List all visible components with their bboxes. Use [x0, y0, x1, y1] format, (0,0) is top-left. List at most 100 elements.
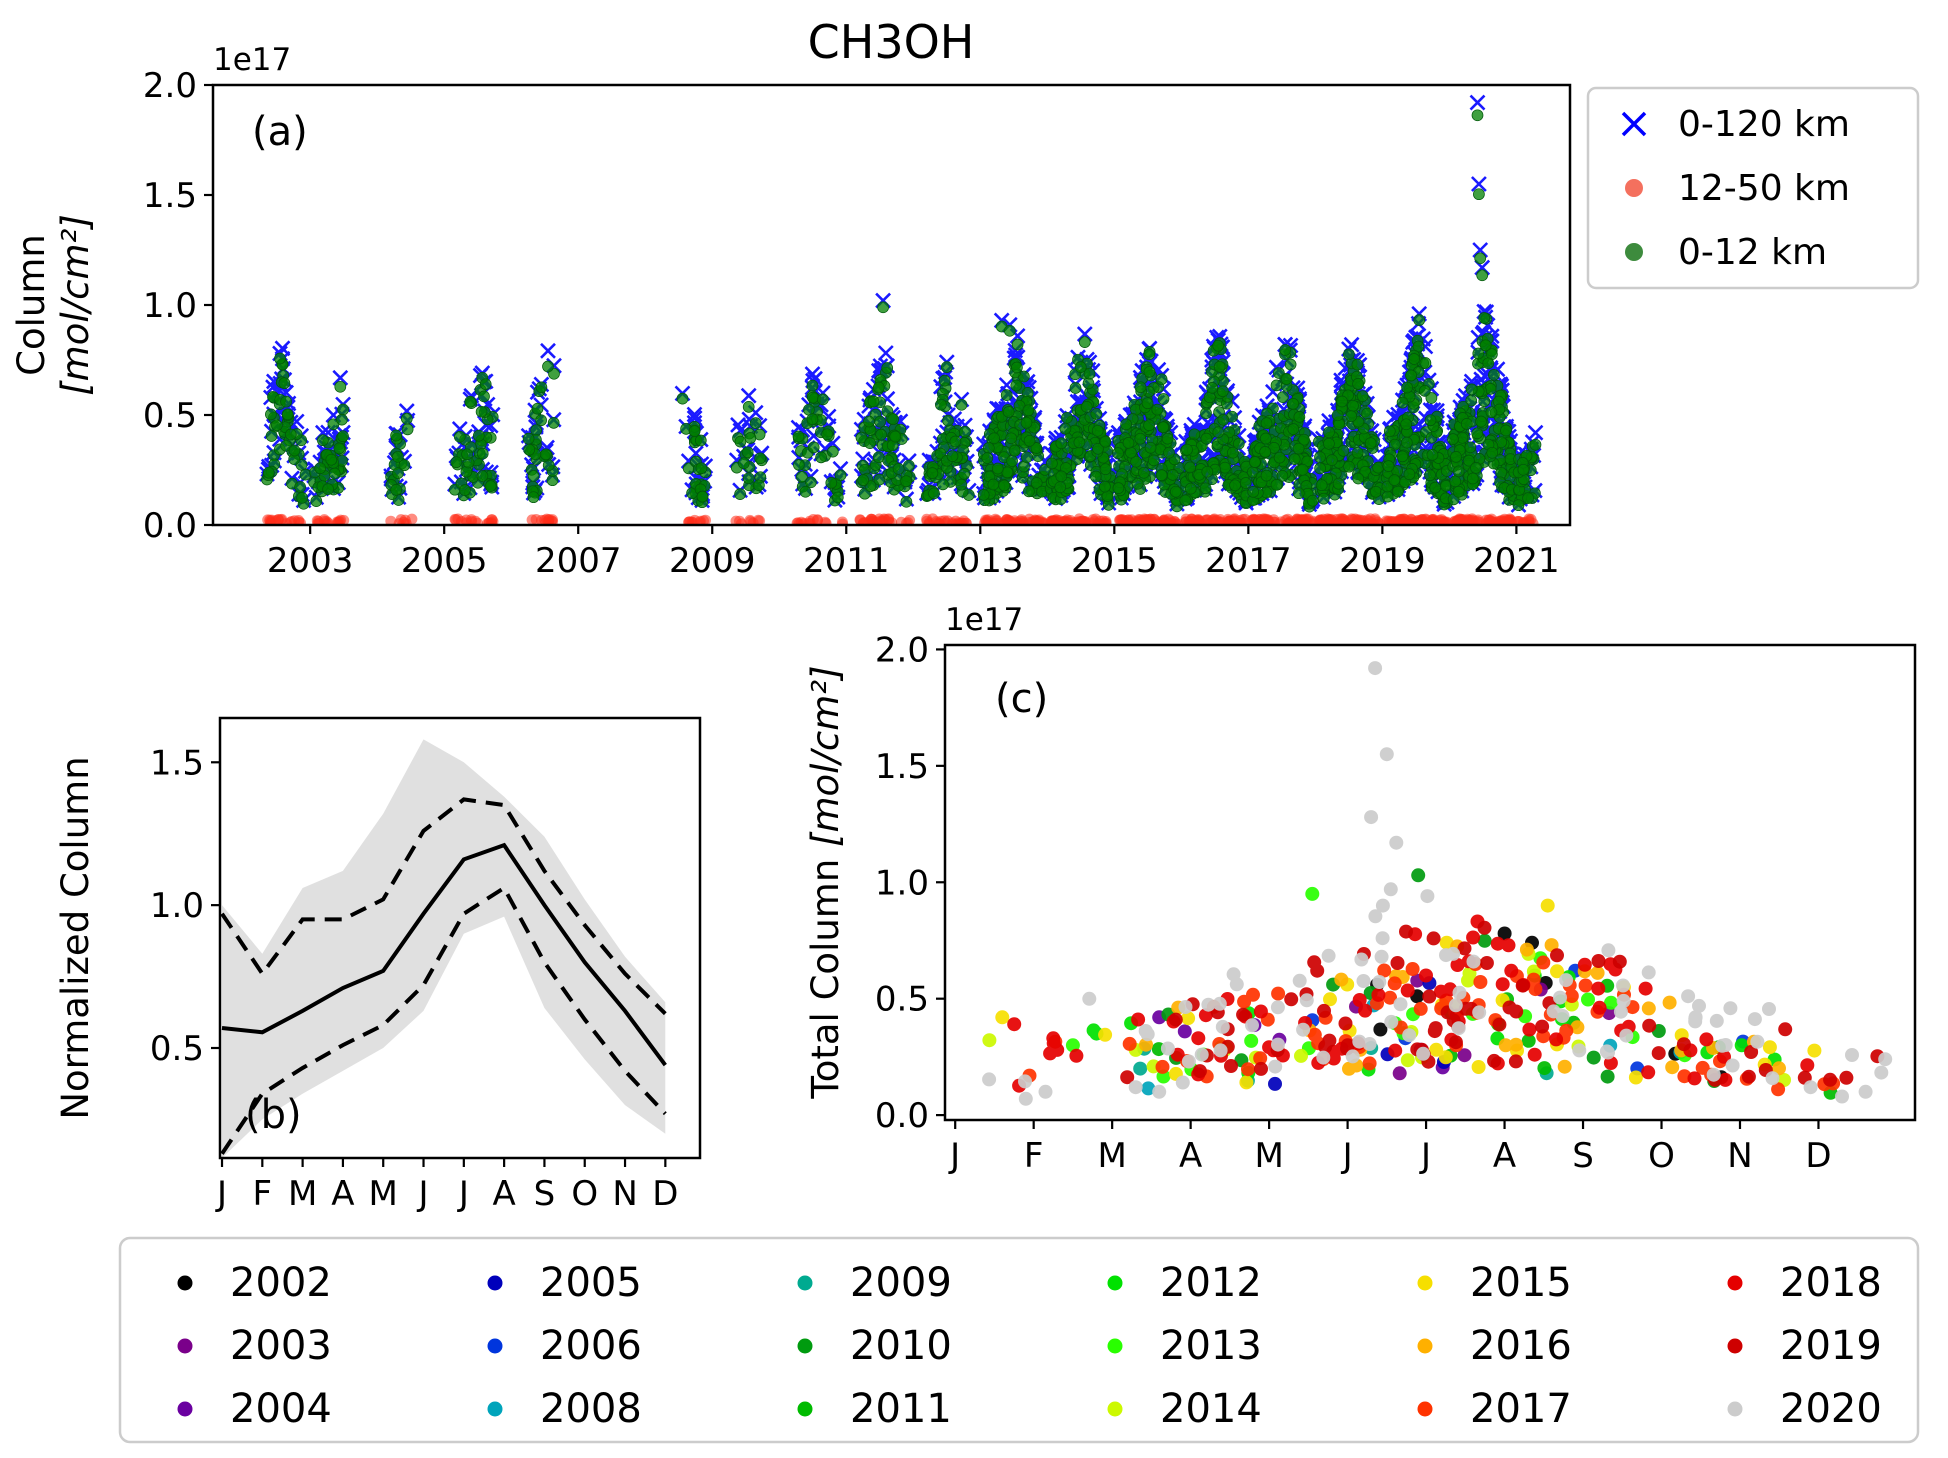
panel-c-ylabel: Total Column [mol/cm²]: [804, 665, 847, 1099]
panel-a-ylabel-line1: Column: [10, 234, 53, 376]
year-legend-label-2016: 2016: [1470, 1323, 1572, 1369]
year-legend-dot-2012-icon: [1107, 1275, 1123, 1291]
year-legend-dot-2020-icon: [1727, 1401, 1743, 1417]
svg-text:N: N: [612, 1174, 637, 1214]
year-legend-dot-2003-icon: [177, 1338, 193, 1354]
year-legend-label-2008: 2008: [540, 1386, 642, 1432]
year-legend-label-2014: 2014: [1160, 1386, 1262, 1432]
legend-marker-dot-12-50km-icon: [1625, 179, 1643, 197]
year-legend-label-2004: 2004: [230, 1386, 332, 1432]
svg-text:J: J: [417, 1174, 429, 1214]
scatter-year-2020: [982, 661, 1893, 1106]
panel-c-scatter: [982, 661, 1893, 1106]
year-legend-dot-2018-icon: [1727, 1275, 1743, 1291]
year-legend-box: [118, 1236, 1920, 1444]
svg-text:M: M: [1097, 1136, 1126, 1176]
svg-text:J: J: [215, 1174, 227, 1214]
year-legend-dot-2004-icon: [177, 1401, 193, 1417]
year-legend-label-2012: 2012: [1160, 1260, 1262, 1306]
svg-text:N: N: [1727, 1136, 1752, 1176]
svg-text:0.5: 0.5: [143, 396, 197, 436]
panel-b-ylabel: Normalized Column: [54, 756, 97, 1119]
svg-text:2011: 2011: [803, 541, 890, 581]
year-legend-label-2013: 2013: [1160, 1323, 1262, 1369]
year-legend-label-2003: 2003: [230, 1323, 332, 1369]
year-legend-dot-2017-icon: [1417, 1401, 1433, 1417]
scatter-0-12km: [261, 109, 1542, 513]
year-legend-label-2005: 2005: [540, 1260, 642, 1306]
svg-text:A: A: [1493, 1136, 1516, 1176]
svg-text:1.0: 1.0: [143, 286, 197, 326]
panel-c-offset-text: 1e17: [945, 602, 1023, 638]
svg-text:D: D: [1805, 1136, 1831, 1176]
year-legend-label-2011: 2011: [850, 1386, 952, 1432]
scatter-year-2015: [995, 898, 1822, 1090]
svg-text:S: S: [534, 1174, 556, 1214]
panel-b-label: (b): [245, 1092, 302, 1138]
panel-c-label: (c): [995, 676, 1048, 722]
svg-text:2009: 2009: [669, 541, 756, 581]
panel-a-offset-text: 1e17: [213, 42, 291, 78]
panel-a-label: (a): [252, 109, 308, 155]
year-legend-items: 2002 2003 2004 2005 2006 2008 2009 2010 2011 2012…: [177, 1260, 1882, 1432]
year-legend-dot-2015-icon: [1417, 1275, 1433, 1291]
svg-text:J: J: [1341, 1136, 1353, 1176]
svg-text:F: F: [253, 1174, 273, 1214]
svg-text:A: A: [492, 1174, 515, 1214]
panel-a: 1e17 Column [mol/cm²] 2003 2005 2007 2009 20…: [10, 42, 1572, 581]
svg-text:1.0: 1.0: [150, 886, 204, 926]
year-legend-label-2002: 2002: [230, 1260, 332, 1306]
year-legend-dot-2009-icon: [797, 1275, 813, 1291]
svg-text:2021: 2021: [1473, 541, 1560, 581]
panel-c-axis-ticks: J F M A M J J A S O N D 0.0 0.5 1.0 1.5 2.0: [875, 630, 1832, 1176]
svg-text:2007: 2007: [535, 541, 622, 581]
svg-text:O: O: [571, 1174, 598, 1214]
year-legend-label-2010: 2010: [850, 1323, 952, 1369]
svg-text:J: J: [1419, 1136, 1431, 1176]
svg-text:S: S: [1572, 1136, 1594, 1176]
svg-text:1.5: 1.5: [150, 743, 204, 783]
year-legend-label-2018: 2018: [1780, 1260, 1882, 1306]
svg-text:2013: 2013: [937, 541, 1024, 581]
year-legend-label-2017: 2017: [1470, 1386, 1572, 1432]
svg-text:A: A: [1179, 1136, 1202, 1176]
legend-label-0-12km: 0-12 km: [1678, 232, 1827, 273]
svg-text:J: J: [948, 1136, 960, 1176]
panel-a-ylabel-line2: [mol/cm²]: [54, 214, 97, 396]
panel-b-plot-area: [220, 739, 667, 1158]
legend-marker-dot-0-12km-icon: [1625, 243, 1643, 261]
svg-text:F: F: [1024, 1136, 1044, 1176]
figure-title: CH3OH: [808, 15, 975, 69]
legend-label-0-120km: 0-120 km: [1678, 104, 1850, 145]
panel-b-axes-border: [218, 716, 702, 1160]
svg-text:0.5: 0.5: [875, 980, 929, 1020]
svg-text:2.0: 2.0: [143, 66, 197, 106]
svg-text:2003: 2003: [267, 541, 354, 581]
svg-text:D: D: [652, 1174, 678, 1214]
svg-text:O: O: [1648, 1136, 1675, 1176]
svg-text:M: M: [288, 1174, 317, 1214]
scatter-12-50km: [262, 513, 1539, 525]
svg-text:0.0: 0.0: [875, 1096, 929, 1136]
year-legend-dot-2019-icon: [1727, 1338, 1743, 1354]
year-legend-dot-2016-icon: [1417, 1338, 1433, 1354]
year-legend-dot-2011-icon: [797, 1401, 813, 1417]
svg-text:M: M: [1254, 1136, 1283, 1176]
svg-text:2019: 2019: [1339, 541, 1426, 581]
year-legend-dot-2010-icon: [797, 1338, 813, 1354]
panel-b: Normalized Column J F M A M J J A S O N D0.51.01.5 …: [54, 716, 702, 1214]
year-legend-label-2006: 2006: [540, 1323, 642, 1369]
svg-text:1.5: 1.5: [143, 176, 197, 216]
svg-text:J: J: [457, 1174, 469, 1214]
legend-label-12-50km: 12-50 km: [1678, 168, 1850, 209]
panel-b-lower-dashed-line: [220, 885, 667, 1155]
svg-text:2.0: 2.0: [875, 630, 929, 670]
svg-text:2005: 2005: [401, 541, 488, 581]
svg-text:1.0: 1.0: [875, 863, 929, 903]
svg-text:0.0: 0.0: [143, 506, 197, 546]
panel-c: 1e17 Total Column [mol/cm²] J F M A M J J A S O N D…: [804, 602, 1917, 1176]
panel-a-axis-ticks: 2003 2005 2007 2009 2011 2013 2015 2017 2019 2021…: [143, 66, 1560, 581]
year-legend-label-2009: 2009: [850, 1260, 952, 1306]
panel-c-ylabel-units: [mol/cm²]: [804, 665, 847, 847]
